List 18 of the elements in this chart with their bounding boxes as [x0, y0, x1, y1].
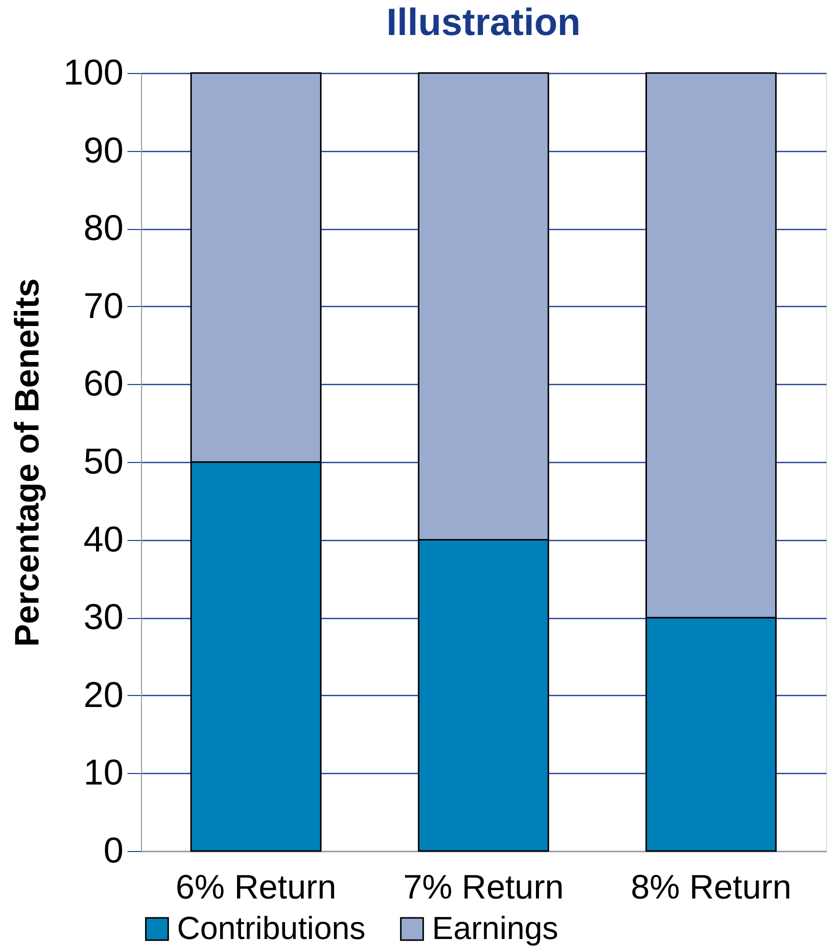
y-tick-label: 10 — [83, 752, 124, 793]
y-tick-label: 80 — [83, 207, 124, 248]
x-tick-label: 8% Return — [630, 868, 792, 906]
y-tick-label: 50 — [83, 440, 124, 482]
y-tick-label: 60 — [83, 362, 124, 404]
x-tick-label: 7% Return — [403, 868, 564, 906]
x-tick-label: 6% Return — [176, 868, 336, 906]
y-tick-label: 40 — [83, 518, 124, 560]
y-tick-label: 100 — [63, 52, 124, 92]
y-tick-label: 0 — [103, 830, 124, 870]
chart-title: Illustration — [386, 2, 581, 44]
y-tick-label: 20 — [83, 674, 124, 715]
y-tick-label: 70 — [83, 284, 124, 326]
y-axis-title: Percentage of Benefits — [8, 278, 46, 647]
y-tick-label: 30 — [83, 596, 124, 638]
legend-label: Contributions — [177, 910, 366, 946]
y-tick-label: 90 — [83, 129, 124, 170]
legend-label: Earnings — [432, 910, 558, 946]
